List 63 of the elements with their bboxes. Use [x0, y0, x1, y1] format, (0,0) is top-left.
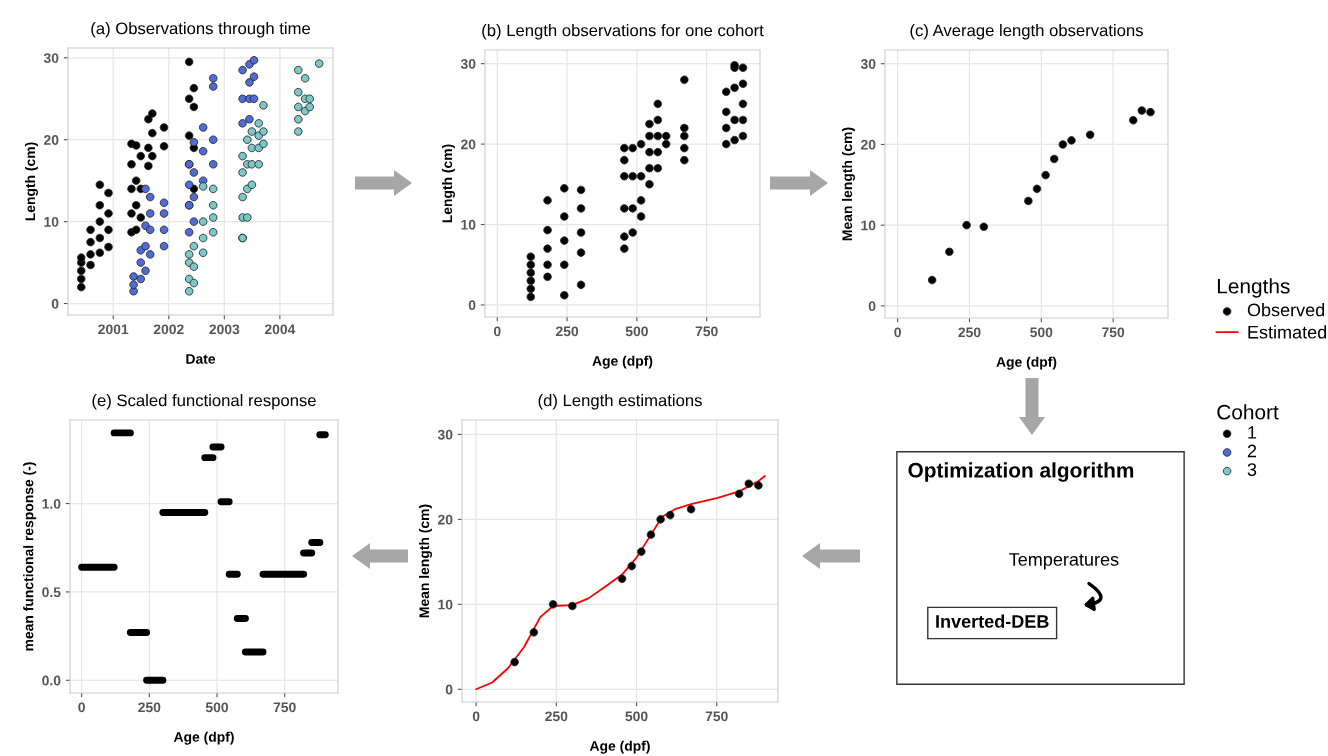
y-axis-title: Mean length (cm) [418, 504, 432, 618]
x-tick-label: 2002 [153, 324, 184, 335]
x-tick-label: 2001 [98, 324, 129, 335]
y-tick-label: 10 [861, 220, 876, 231]
chart-title: (c) Average length observations [910, 24, 1143, 40]
x-tick-label: 0 [894, 327, 901, 338]
y-axis-title: Length (cm) [24, 142, 38, 221]
y-tick-label: 20 [461, 139, 476, 150]
legend-label: Estimated [1248, 325, 1327, 339]
x-tick-label: 500 [625, 711, 648, 722]
legend-label: Observed [1247, 303, 1325, 317]
x-tick-label: 2003 [209, 324, 240, 335]
legend-label: 1 [1248, 426, 1257, 439]
chart-title: (a) Observations through time [91, 22, 310, 38]
chart-title: (b) Length observations for one cohort [482, 24, 764, 40]
legend-title: Cohort [1217, 404, 1279, 420]
text: Temperatures [1009, 553, 1119, 570]
y-tick-label: 30 [43, 53, 59, 64]
x-tick-label: 750 [705, 711, 728, 722]
x-tick-label: 250 [555, 326, 579, 337]
x-tick-label: 250 [545, 711, 568, 722]
y-tick-label: 30 [860, 59, 876, 69]
y-tick-label: 1.0 [42, 498, 61, 509]
x-tick-label: 2004 [264, 324, 296, 335]
legend-label: 2 [1247, 444, 1257, 458]
x-axis-title: Age (dpf) [996, 356, 1057, 370]
y-axis-title: mean functional response (-) [23, 462, 37, 651]
x-axis-title: Age (dpf) [592, 355, 653, 369]
x-tick-label: 750 [1102, 327, 1125, 338]
y-axis-title: Mean length (cm) [841, 127, 855, 241]
y-tick-label: 0.5 [42, 587, 61, 598]
y-tick-label: 30 [460, 59, 476, 69]
y-tick-label: 10 [438, 599, 453, 610]
y-tick-label: 10 [461, 219, 476, 230]
x-tick-label: 500 [205, 702, 229, 713]
legend-title: Lengths [1217, 278, 1290, 298]
chart-title: (d) Length estimations [538, 394, 702, 410]
y-tick-label: 0 [468, 300, 476, 311]
x-tick-label: 0 [78, 702, 85, 713]
y-tick-label: 20 [44, 135, 59, 145]
x-tick-label: 500 [1030, 327, 1053, 338]
x-axis-title: Age (dpf) [589, 740, 650, 754]
x-tick-label: 250 [138, 702, 161, 713]
y-tick-label: 0 [51, 298, 59, 309]
text: Optimization algorithm [908, 462, 1134, 482]
x-axis-title: Date [186, 354, 216, 364]
chart-title: (e) Scaled functional response [92, 394, 316, 410]
x-tick-label: 250 [958, 327, 981, 338]
text: Inverted-DEB [936, 614, 1049, 628]
y-tick-label: 30 [437, 429, 453, 440]
x-axis-title: Age (dpf) [173, 731, 234, 745]
y-tick-label: 10 [44, 216, 59, 227]
y-tick-label: 0.0 [42, 675, 61, 686]
x-tick-label: 750 [273, 702, 296, 713]
y-tick-label: 20 [438, 514, 453, 525]
legend-label: 3 [1247, 463, 1257, 477]
y-axis-title: Length (cm) [441, 144, 455, 223]
y-tick-label: 0 [445, 684, 453, 695]
y-tick-label: 0 [868, 301, 876, 312]
y-tick-label: 20 [861, 139, 876, 150]
x-tick-label: 500 [625, 326, 648, 337]
x-tick-label: 750 [695, 326, 718, 337]
x-tick-label: 0 [493, 326, 501, 337]
